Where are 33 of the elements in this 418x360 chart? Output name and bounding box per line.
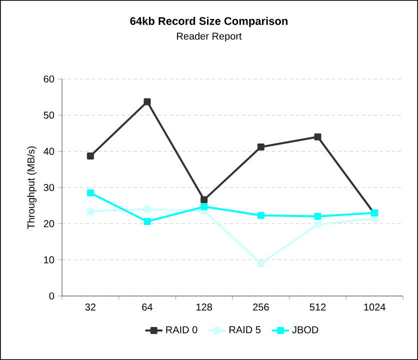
point (314, 220, 322, 228)
point (144, 218, 151, 225)
x-tick-label: 1024 (364, 304, 386, 311)
point (86, 208, 94, 215)
x-tick-label: 256 (253, 304, 269, 311)
chart-title: 64kb Record Size Comparison (130, 16, 288, 28)
point (257, 212, 264, 219)
y-tick-label: 10 (44, 256, 54, 264)
y-tick-label: 0 (49, 292, 54, 300)
point (257, 143, 264, 150)
point (86, 189, 94, 196)
point (314, 133, 322, 140)
point (314, 212, 322, 220)
y-axis-title: Throughput (MB/s) (27, 146, 36, 229)
y-tick-label: 40 (44, 148, 54, 155)
point (144, 98, 151, 106)
point (257, 260, 264, 267)
chart-subtitle: Reader Report (177, 32, 242, 42)
y-tick-label: 50 (44, 112, 54, 119)
x-tick-label: 128 (196, 304, 212, 311)
x-tick-label: 32 (85, 304, 96, 311)
legend-label: RAID 0 (166, 326, 198, 334)
y-tick-label: 60 (44, 75, 54, 83)
x-tick-label: 512 (310, 304, 326, 311)
legend-label: RAID 5 (230, 326, 261, 334)
x-tick-label: 64 (142, 304, 153, 311)
y-tick-label: 20 (44, 220, 54, 228)
point (144, 206, 151, 213)
y-tick-label: 30 (44, 184, 54, 192)
point (200, 203, 208, 210)
point (200, 196, 208, 204)
legend-label: JBOD (292, 326, 318, 334)
point (86, 152, 94, 160)
